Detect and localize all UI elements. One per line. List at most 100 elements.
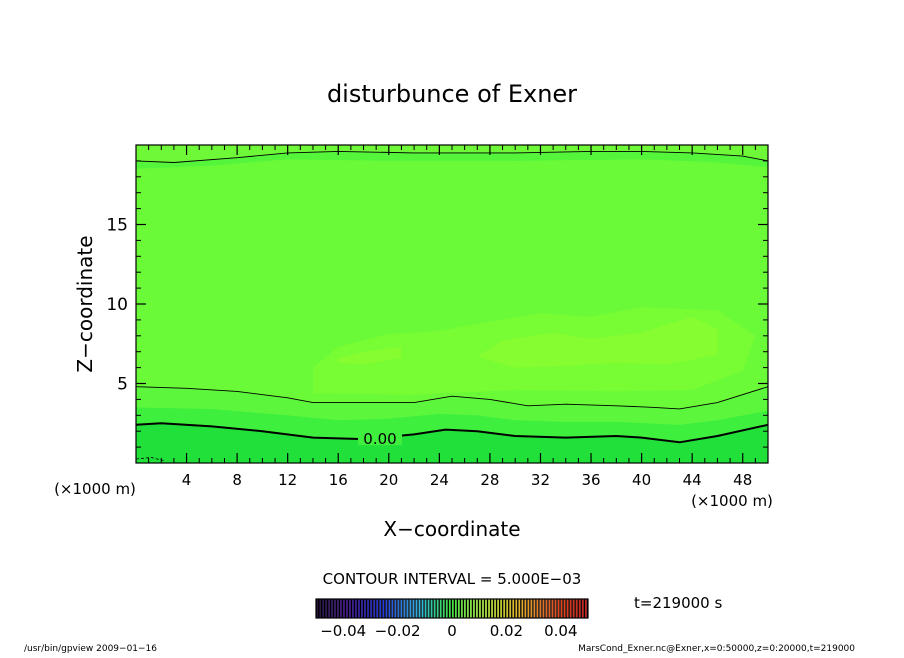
colorbar-stripe	[439, 599, 442, 618]
colorbar-gap	[520, 599, 522, 618]
colorbar-stripe	[536, 599, 539, 618]
colorbar-stripe	[412, 599, 415, 618]
colorbar-gap	[341, 599, 344, 618]
colorbar-gap	[441, 599, 443, 618]
colorbar-gap	[359, 599, 362, 618]
contour-lines: 0.00	[136, 150, 768, 462]
colorbar-stripe	[527, 599, 530, 618]
colorbar-stripe	[515, 599, 518, 618]
colorbar-gap	[396, 599, 398, 618]
colorbar-stripe	[494, 599, 496, 618]
colorbar-gap	[453, 599, 456, 618]
colorbar-gap	[444, 599, 446, 618]
colorbar-stripe	[415, 599, 418, 618]
colorbar-gap	[344, 599, 347, 618]
colorbar-gap	[420, 599, 422, 618]
colorbar-stripe	[563, 599, 566, 618]
contour-band	[136, 423, 768, 463]
colorbar-gap	[511, 599, 513, 618]
colorbar-gap	[568, 599, 570, 618]
colorbar-gap	[356, 599, 359, 618]
colorbar-stripe	[545, 599, 548, 618]
colorbar-stripe	[430, 599, 433, 618]
colorbar-tick-label: −0.04	[320, 622, 366, 640]
colorbar-stripe	[455, 599, 457, 618]
colorbar-stripe	[400, 599, 403, 618]
x-tick-label: 28	[480, 471, 499, 489]
colorbar-stripe	[500, 599, 503, 618]
colorbar-gap	[353, 599, 356, 618]
colorbar-gap	[402, 599, 404, 618]
colorbar-stripe	[385, 599, 388, 618]
colorbar-stripe	[575, 599, 578, 618]
colorbar-stripe	[479, 599, 481, 618]
colorbar-stripe	[569, 599, 572, 618]
colorbar-stripe	[325, 599, 327, 618]
x-tick-label: 24	[430, 471, 449, 489]
colorbar-gap	[574, 599, 576, 618]
colorbar-stripe	[467, 599, 469, 618]
colorbar-stripe	[427, 599, 430, 618]
colorbar-gap	[405, 599, 407, 618]
colorbar-stripe	[382, 599, 385, 618]
colorbar-gap	[372, 599, 374, 618]
colorbar-stripe	[340, 599, 342, 618]
colorbar-stripe	[488, 599, 490, 618]
colorbar-stripe	[578, 599, 581, 618]
colorbar-gap	[550, 599, 552, 618]
contour-band	[136, 151, 768, 169]
colorbar-stripe	[533, 599, 536, 618]
colorbar-gap	[459, 599, 462, 618]
colorbar-stripe	[391, 599, 394, 618]
colorbar-gap	[465, 599, 468, 618]
colorbar-stripe	[406, 599, 409, 618]
colorbar-stripe	[331, 599, 333, 618]
colorbar-gap	[495, 599, 498, 618]
colorbar-stripe	[476, 599, 478, 618]
colorbar-stripe	[421, 599, 424, 618]
colorbar-stripe	[581, 599, 584, 618]
colorbar-gap	[544, 599, 546, 618]
colorbar-stripe	[485, 599, 487, 618]
colorbar-stripe	[524, 599, 527, 618]
colorbar-gap	[369, 599, 371, 618]
y-tick-label: 15	[106, 216, 128, 236]
colorbar-gap	[387, 599, 389, 618]
colorbar-stripe	[521, 599, 524, 618]
colorbar-stripe	[497, 599, 499, 618]
colorbar-stripe	[548, 599, 551, 618]
x-tick-label: 12	[278, 471, 297, 489]
colorbar-gap	[580, 599, 582, 618]
colorbar-gap	[523, 599, 525, 618]
colorbar-stripe	[334, 599, 336, 618]
colorbar-gap	[320, 599, 323, 618]
colorbar-stripe	[355, 599, 357, 618]
x-tick-label: 48	[733, 471, 752, 489]
colorbar-stripe	[491, 599, 493, 618]
colorbar-gap	[547, 599, 549, 618]
colorbar-stripe	[470, 599, 472, 618]
colorbar-stripe	[442, 599, 445, 618]
colorbar-gap	[447, 599, 449, 618]
colorbar-gap	[526, 599, 528, 618]
colorbar-stripe	[397, 599, 400, 618]
colorbar-gap	[456, 599, 459, 618]
colorbar-gap	[492, 599, 495, 618]
chart-title: disturbunce of Exner	[327, 80, 577, 108]
colorbar-gap	[378, 599, 380, 618]
colorbar-stripe	[436, 599, 439, 618]
x-tick-label: 16	[329, 471, 348, 489]
colorbar-gap	[438, 599, 440, 618]
colorbar-gap	[399, 599, 401, 618]
filled-contour-bands	[136, 145, 768, 463]
colorbar-gap	[538, 599, 540, 618]
colorbar-stripe	[473, 599, 475, 618]
x-axis-label: X−coordinate	[383, 517, 520, 541]
x-tick-label: 36	[581, 471, 600, 489]
x-tick-label: 4	[182, 471, 192, 489]
colorbar-gap	[559, 599, 561, 618]
colorbar-gap	[553, 599, 555, 618]
colorbar-gap	[423, 599, 425, 618]
x-unit-label-left: (×1000 m)	[54, 480, 136, 498]
